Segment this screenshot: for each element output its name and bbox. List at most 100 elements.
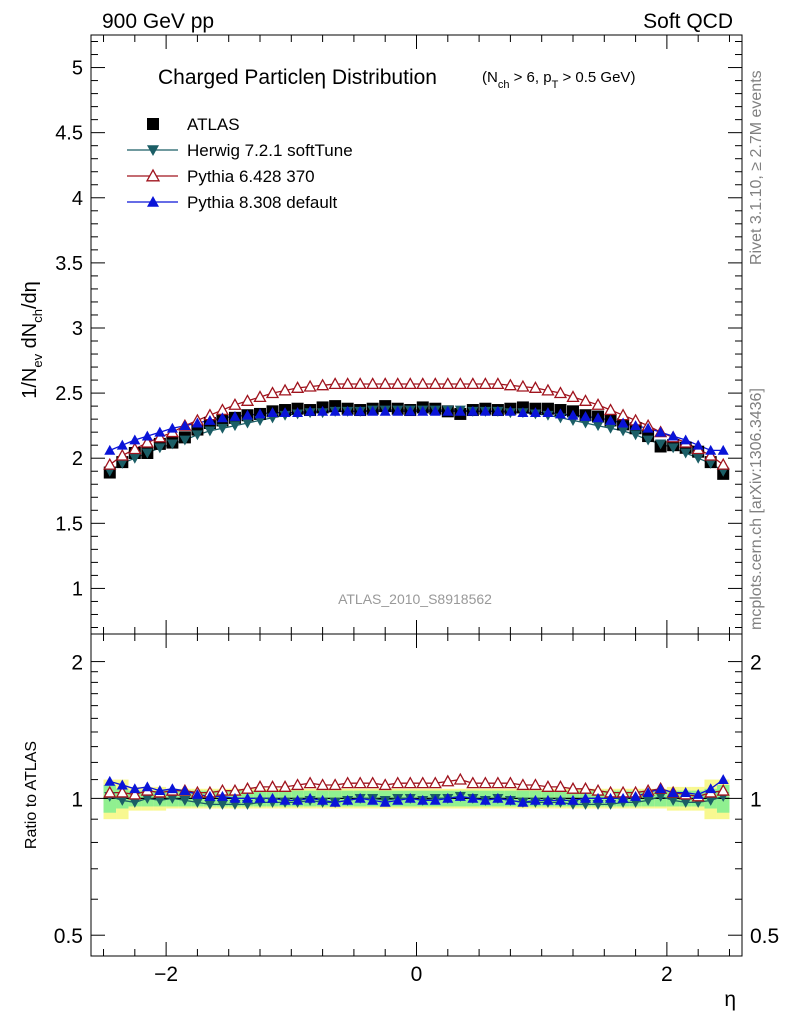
ratio-point-pythia8 bbox=[354, 792, 366, 803]
main-point-pythia6 bbox=[353, 377, 367, 390]
ratio-point-pythia8 bbox=[166, 783, 178, 794]
main-point-pythia8 bbox=[329, 405, 341, 416]
main-y-axis-label: 1/Nev dNch/dη bbox=[19, 281, 45, 399]
main-point-pythia8 bbox=[367, 405, 379, 416]
main-point-pythia6 bbox=[578, 394, 593, 406]
ratio-point-pythia8 bbox=[467, 792, 479, 803]
main-point-herwig bbox=[154, 443, 166, 454]
ratio-point-pythia8 bbox=[317, 794, 329, 805]
legend-marker-pythia6 bbox=[145, 168, 161, 182]
ratio-point-herwig bbox=[705, 795, 717, 806]
main-point-pythia8 bbox=[317, 405, 329, 416]
ratio-point-herwig bbox=[191, 797, 203, 808]
ratio-point-pythia8 bbox=[517, 796, 529, 807]
ratio-point-herwig bbox=[642, 795, 654, 806]
ratio-point-pythia6 bbox=[103, 785, 117, 798]
main-point-pythia6 bbox=[528, 381, 543, 393]
main-point-pythia8 bbox=[717, 444, 729, 455]
main-point-pythia8 bbox=[116, 439, 128, 450]
ratio-point-pythia6 bbox=[316, 778, 330, 791]
ratio-point-pythia8 bbox=[254, 792, 266, 803]
main-point-pythia6 bbox=[128, 442, 142, 455]
main-point-pythia8 bbox=[517, 407, 529, 418]
main-data-layer bbox=[103, 377, 730, 480]
ratio-point-pythia8 bbox=[580, 792, 592, 803]
ratio-point-pythia6 bbox=[391, 776, 405, 789]
ratio-point-herwig bbox=[680, 797, 692, 808]
main-point-pythia8 bbox=[254, 408, 266, 419]
main-point-pythia8 bbox=[166, 422, 178, 433]
main-point-pythia8 bbox=[129, 434, 141, 445]
main-point-pythia6 bbox=[316, 378, 330, 391]
ratio-y-axis-label: Ratio to ATLAS bbox=[23, 741, 40, 849]
main-point-pythia6 bbox=[541, 383, 555, 396]
ratio-point-pythia8 bbox=[605, 792, 617, 803]
ratio-point-pythia8 bbox=[404, 792, 416, 803]
legend-label: Herwig 7.2.1 softTune bbox=[187, 141, 353, 160]
ratio-point-pythia8 bbox=[705, 783, 717, 794]
ratio-point-herwig bbox=[204, 800, 216, 810]
ratio-point-pythia6 bbox=[265, 780, 280, 792]
main-point-pythia6 bbox=[553, 386, 568, 399]
main-point-pythia6 bbox=[704, 448, 718, 461]
ratio-point-pythia8 bbox=[442, 792, 454, 803]
ratio-y-tick-label: 0.5 bbox=[54, 925, 83, 948]
main-point-pythia8 bbox=[492, 405, 504, 416]
main-point-herwig bbox=[191, 430, 203, 441]
main-point-herwig bbox=[216, 423, 228, 434]
main-point-pythia6 bbox=[290, 381, 305, 393]
ratio-data-layer bbox=[103, 772, 730, 810]
ratio-point-pythia6 bbox=[403, 776, 417, 789]
main-point-pythia6 bbox=[416, 377, 430, 390]
main-point-herwig bbox=[630, 430, 642, 441]
main-point-pythia8 bbox=[542, 407, 554, 418]
main-point-pythia6 bbox=[453, 377, 467, 390]
ratio-point-pythia8 bbox=[104, 775, 116, 786]
legend-label: Pythia 8.308 default bbox=[187, 193, 338, 212]
main-point-herwig bbox=[680, 448, 692, 459]
main-point-pythia6 bbox=[366, 377, 380, 390]
main-point-pythia6 bbox=[716, 457, 730, 470]
main-point-pythia6 bbox=[441, 377, 455, 390]
ratio-point-pythia8 bbox=[154, 785, 166, 796]
main-point-pythia8 bbox=[680, 434, 692, 445]
ratio-point-pythia8 bbox=[216, 790, 228, 801]
main-point-herwig bbox=[179, 435, 191, 446]
main-point-herwig bbox=[129, 453, 141, 464]
main-point-pythia8 bbox=[141, 430, 153, 441]
main-point-pythia6 bbox=[265, 386, 280, 399]
ratio-y-tick-label-right: 2 bbox=[750, 652, 762, 675]
main-point-pythia6 bbox=[240, 394, 255, 406]
ratio-point-pythia8 bbox=[141, 781, 153, 792]
ratio-point-pythia6 bbox=[716, 783, 730, 796]
main-point-pythia6 bbox=[303, 379, 317, 392]
legend-marker-pythia8 bbox=[147, 196, 159, 207]
ratio-point-pythia8 bbox=[592, 792, 604, 803]
main-point-pythia8 bbox=[379, 405, 391, 416]
ratio-point-pythia8 bbox=[617, 792, 629, 803]
main-point-pythia8 bbox=[642, 422, 654, 433]
main-point-herwig bbox=[254, 416, 266, 426]
main-point-pythia8 bbox=[429, 405, 441, 416]
ratio-point-pythia8 bbox=[717, 774, 729, 784]
ratio-point-pythia8 bbox=[667, 787, 679, 797]
main-y-tick-label: 1.5 bbox=[55, 513, 83, 535]
main-point-pythia6 bbox=[391, 377, 405, 390]
mcplots-label: mcplots.cern.ch [arXiv:1306.3436] bbox=[748, 388, 765, 630]
ratio-point-pythia6 bbox=[378, 778, 392, 791]
main-point-pythia8 bbox=[705, 444, 717, 455]
ratio-point-pythia8 bbox=[229, 792, 241, 803]
ratio-point-pythia8 bbox=[680, 787, 692, 797]
ratio-point-pythia8 bbox=[342, 794, 354, 805]
main-point-pythia6 bbox=[115, 448, 129, 461]
ratio-point-pythia8 bbox=[429, 794, 441, 805]
ratio-point-herwig bbox=[655, 792, 667, 802]
main-point-herwig bbox=[166, 439, 178, 450]
main-point-herwig bbox=[229, 421, 241, 432]
main-point-pythia6 bbox=[516, 379, 530, 392]
main-point-pythia6 bbox=[603, 403, 618, 416]
ratio-point-pythia6 bbox=[353, 776, 367, 789]
main-point-pythia8 bbox=[454, 405, 466, 416]
main-point-herwig bbox=[241, 418, 253, 429]
